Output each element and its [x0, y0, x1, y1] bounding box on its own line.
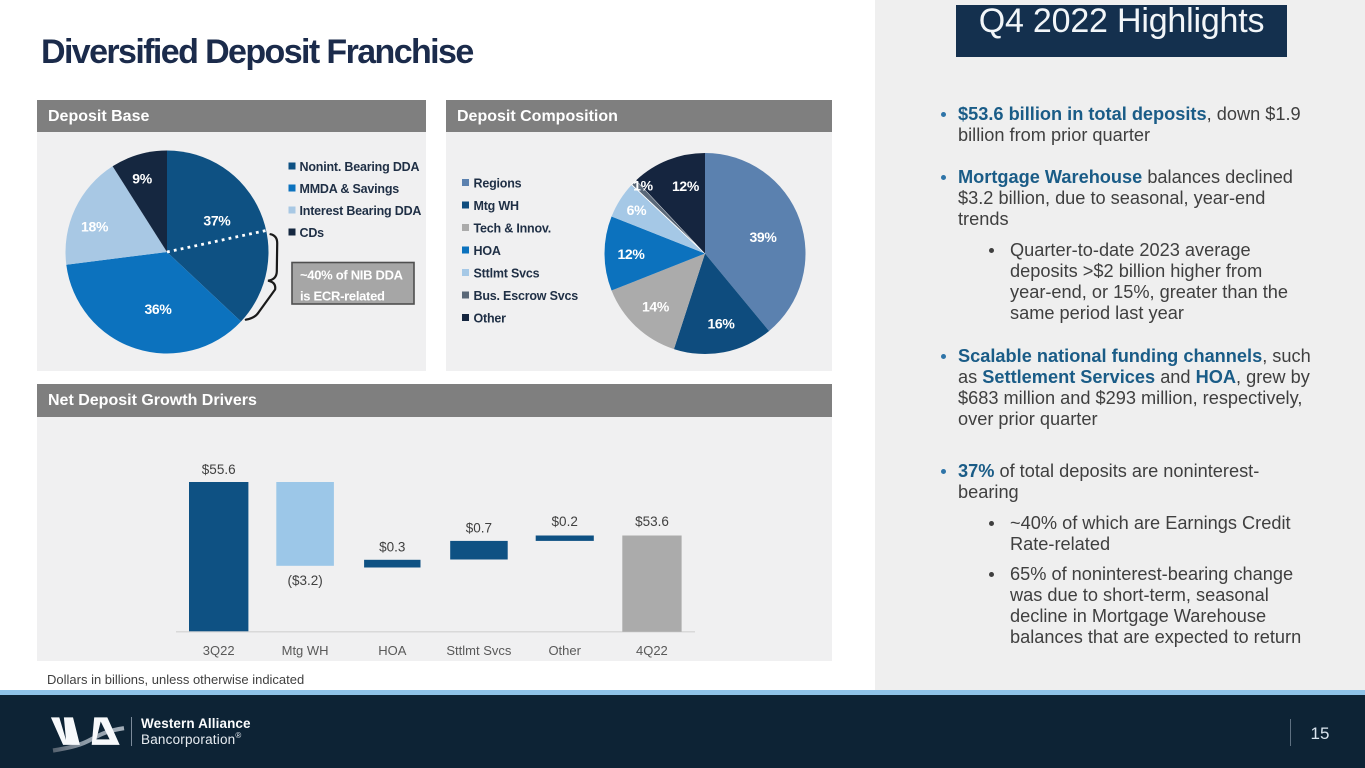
svg-text:Other: Other	[548, 643, 581, 658]
svg-text:$0.3: $0.3	[379, 540, 405, 555]
svg-text:Sttlmt Svcs: Sttlmt Svcs	[474, 267, 540, 281]
svg-text:Mtg WH: Mtg WH	[282, 643, 329, 658]
svg-text:12%: 12%	[672, 178, 700, 194]
svg-text:HOA: HOA	[474, 244, 501, 258]
svg-text:~40% of NIB DDA: ~40% of NIB DDA	[300, 268, 404, 283]
svg-text:1%: 1%	[633, 178, 653, 194]
svg-text:Nonint. Bearing DDA: Nonint. Bearing DDA	[300, 160, 420, 174]
svg-text:Mtg WH: Mtg WH	[474, 199, 519, 213]
svg-text:$55.6: $55.6	[202, 462, 236, 477]
svg-text:$53.6: $53.6	[635, 514, 669, 529]
svg-text:Interest Bearing DDA: Interest Bearing DDA	[300, 204, 422, 218]
svg-text:3Q22: 3Q22	[203, 643, 235, 658]
svg-text:36%: 36%	[144, 301, 172, 317]
svg-text:CDs: CDs	[300, 226, 325, 240]
svg-text:18%: 18%	[81, 219, 109, 235]
svg-text:12%: 12%	[617, 246, 645, 262]
svg-text:Regions: Regions	[474, 177, 522, 191]
svg-text:14%: 14%	[642, 299, 670, 315]
svg-text:MMDA & Savings: MMDA & Savings	[300, 182, 400, 196]
svg-text:is ECR-related: is ECR-related	[300, 289, 385, 304]
svg-text:($3.2): ($3.2)	[287, 573, 322, 588]
svg-text:6%: 6%	[627, 202, 647, 218]
svg-text:$0.2: $0.2	[552, 514, 578, 529]
svg-text:Other: Other	[474, 312, 507, 326]
svg-text:HOA: HOA	[378, 643, 407, 658]
svg-text:9%: 9%	[132, 171, 152, 187]
svg-text:4Q22: 4Q22	[636, 643, 668, 658]
svg-text:Tech & Innov.: Tech & Innov.	[474, 222, 552, 236]
svg-text:Sttlmt Svcs: Sttlmt Svcs	[446, 643, 512, 658]
svg-text:37%: 37%	[203, 213, 231, 229]
svg-text:Bus. Escrow Svcs: Bus. Escrow Svcs	[474, 289, 579, 303]
svg-text:39%: 39%	[749, 229, 777, 245]
svg-text:$0.7: $0.7	[466, 521, 492, 536]
svg-text:16%: 16%	[707, 316, 735, 332]
